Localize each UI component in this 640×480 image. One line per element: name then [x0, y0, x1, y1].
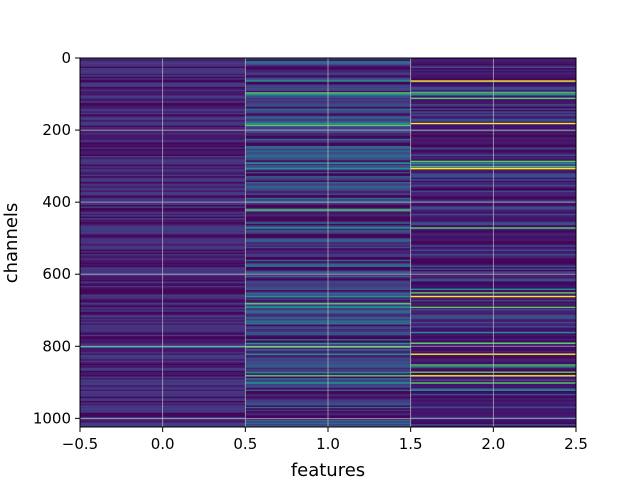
x-tick-label: 0.5 [233, 435, 257, 453]
x-tick-label: 1.0 [316, 435, 340, 453]
y-tick-label: 400 [42, 193, 71, 211]
y-tick-label: 600 [42, 265, 71, 283]
x-tick-label: 1.5 [399, 435, 423, 453]
y-tick-label: 0 [61, 49, 71, 67]
y-axis-ticks: 0 200 400 600 800 1000 [33, 49, 80, 427]
x-tick-label: 0.0 [151, 435, 175, 453]
x-axis-label: features [291, 460, 365, 480]
y-axis-label: channels [1, 203, 22, 284]
x-axis-ticks: −0.5 0.0 0.5 1.0 1.5 2.0 2.5 [62, 427, 588, 453]
y-tick-label: 200 [42, 121, 71, 139]
x-tick-label: 2.0 [481, 435, 505, 453]
x-tick-label: 2.5 [564, 435, 588, 453]
y-tick-label: 800 [42, 337, 71, 355]
y-tick-label: 1000 [33, 409, 71, 427]
x-tick-label: −0.5 [62, 435, 98, 453]
